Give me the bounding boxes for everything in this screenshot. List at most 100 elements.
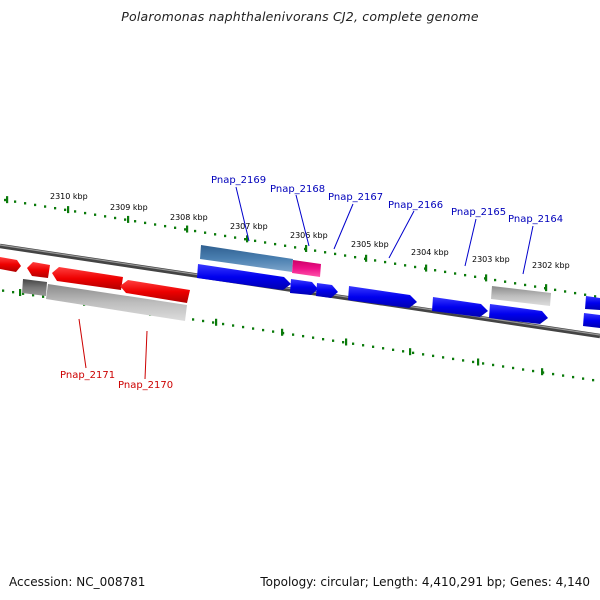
gene-arrow[interactable] bbox=[585, 296, 600, 310]
ruler-dot bbox=[412, 351, 415, 355]
ruler-dot bbox=[292, 333, 295, 336]
ruler-dot bbox=[352, 342, 355, 345]
ruler-dot bbox=[284, 244, 287, 247]
ruler-dot bbox=[334, 252, 337, 256]
gene-label-pnap-2170[interactable]: Pnap_2170 bbox=[118, 380, 173, 391]
kbp-tick-label: 2305 kbp bbox=[351, 240, 389, 249]
ruler-major-tick bbox=[127, 215, 130, 223]
ruler-dot bbox=[524, 283, 527, 287]
ruler-dot bbox=[2, 289, 5, 292]
gene-arrow[interactable] bbox=[583, 313, 600, 328]
gene-label-pnap-2171[interactable]: Pnap_2171 bbox=[60, 370, 115, 381]
ruler-dot bbox=[224, 234, 227, 238]
ruler-dot bbox=[104, 215, 107, 218]
ruler-dot bbox=[114, 216, 117, 220]
ruler-major-tick bbox=[485, 274, 488, 282]
ruler-major-tick bbox=[281, 328, 284, 336]
ruler-dot bbox=[32, 294, 35, 297]
gene-arrow[interactable] bbox=[290, 279, 318, 295]
ruler-dot bbox=[402, 350, 405, 353]
ruler-dot bbox=[34, 203, 37, 207]
ruler-dot bbox=[164, 224, 167, 228]
ruler-dot bbox=[584, 293, 587, 296]
ruler-dot bbox=[444, 270, 447, 274]
ruler-dot bbox=[354, 255, 357, 259]
ruler-dot bbox=[502, 365, 505, 368]
gene-arrow[interactable] bbox=[348, 286, 417, 308]
gene-labels: Pnap_2169 Pnap_2168 Pnap_2167 Pnap_2166 … bbox=[60, 175, 563, 391]
accession-label: Accession: NC_008781 bbox=[9, 575, 146, 589]
ruler-dot bbox=[64, 208, 67, 212]
gene-arrow[interactable] bbox=[432, 297, 488, 317]
ruler-dot bbox=[12, 290, 15, 294]
ruler-major-tick bbox=[6, 196, 9, 204]
gene-arrow[interactable] bbox=[489, 304, 548, 324]
ruler-dot bbox=[394, 262, 397, 265]
ruler-dot bbox=[184, 228, 187, 231]
ruler-dot bbox=[554, 288, 557, 292]
gene-arrow[interactable] bbox=[52, 267, 123, 290]
ruler-dot bbox=[342, 341, 345, 344]
ruler-dot bbox=[422, 353, 425, 356]
ruler-major-tick bbox=[67, 206, 70, 214]
ruler-dot bbox=[22, 292, 25, 295]
ruler-dot bbox=[294, 246, 297, 249]
ruler-dot bbox=[124, 218, 127, 221]
ruler-dot bbox=[234, 236, 237, 239]
ruler-dot bbox=[522, 368, 525, 371]
gene-callout-lines bbox=[78, 186, 534, 380]
highlighted-gene-pink[interactable] bbox=[292, 260, 321, 277]
ruler-major-tick bbox=[409, 348, 412, 356]
ruler-major-tick bbox=[246, 235, 249, 243]
ruler-dot bbox=[212, 321, 215, 324]
gene-label-pnap-2169[interactable]: Pnap_2169 bbox=[211, 175, 266, 186]
kbp-tick-label: 2309 kbp bbox=[110, 203, 148, 212]
ruler-dot bbox=[392, 348, 395, 352]
gene-features bbox=[0, 245, 600, 328]
gene-label-pnap-2165[interactable]: Pnap_2165 bbox=[451, 207, 506, 218]
kbp-tick-label: 2304 kbp bbox=[411, 248, 449, 257]
gene-label-pnap-2167[interactable]: Pnap_2167 bbox=[328, 192, 383, 203]
ruler-dot bbox=[232, 324, 235, 327]
ruler-dot bbox=[214, 233, 217, 236]
gene-arrow[interactable] bbox=[27, 262, 50, 278]
pseudogene-block[interactable] bbox=[46, 284, 187, 321]
ruler-dot bbox=[252, 327, 255, 330]
gene-label-pnap-2164[interactable]: Pnap_2164 bbox=[508, 214, 563, 225]
ruler-dot bbox=[404, 264, 407, 267]
ruler-dot bbox=[504, 280, 507, 283]
ruler-dot bbox=[204, 231, 207, 234]
ruler-dot bbox=[324, 251, 327, 254]
ruler-dot bbox=[254, 239, 257, 243]
ruler-dot bbox=[244, 238, 247, 241]
gene-block-dark[interactable] bbox=[22, 279, 47, 296]
ruler-dot bbox=[134, 220, 137, 223]
kbp-tick-label: 2303 kbp bbox=[472, 255, 510, 264]
gene-label-pnap-2166[interactable]: Pnap_2166 bbox=[388, 200, 443, 211]
ruler-dot bbox=[174, 226, 177, 229]
gene-arrow[interactable] bbox=[0, 257, 21, 272]
ruler-dot bbox=[474, 275, 477, 278]
ruler-dot bbox=[384, 260, 387, 264]
gene-arrow[interactable] bbox=[197, 264, 291, 290]
kbp-tick-labels: 2310 kbp 2309 kbp 2308 kbp 2307 kbp 2306 kbp… bbox=[50, 192, 570, 270]
ruler-dot bbox=[514, 282, 517, 285]
ruler-dot bbox=[242, 325, 245, 329]
gene-arrow[interactable] bbox=[316, 283, 338, 298]
highlighted-gene-steel[interactable] bbox=[200, 245, 293, 272]
genome-stats-label: Topology: circular; Length: 4,410,291 bp… bbox=[260, 575, 590, 589]
pseudogene-block[interactable] bbox=[491, 286, 551, 306]
gene-arrow[interactable] bbox=[120, 280, 190, 303]
kbp-tick-label: 2308 kbp bbox=[170, 213, 208, 222]
ruler-dot bbox=[374, 259, 377, 262]
ruler-dot bbox=[54, 206, 57, 210]
ruler-dot bbox=[272, 330, 275, 333]
gene-label-pnap-2168[interactable]: Pnap_2168 bbox=[270, 184, 325, 195]
ruler-major-tick bbox=[305, 244, 308, 252]
ruler-dot bbox=[262, 328, 265, 332]
ruler-major-tick bbox=[545, 284, 548, 292]
ruler-dot bbox=[154, 223, 157, 226]
ruler-dot bbox=[322, 337, 325, 341]
ruler-major-tick bbox=[365, 254, 368, 262]
